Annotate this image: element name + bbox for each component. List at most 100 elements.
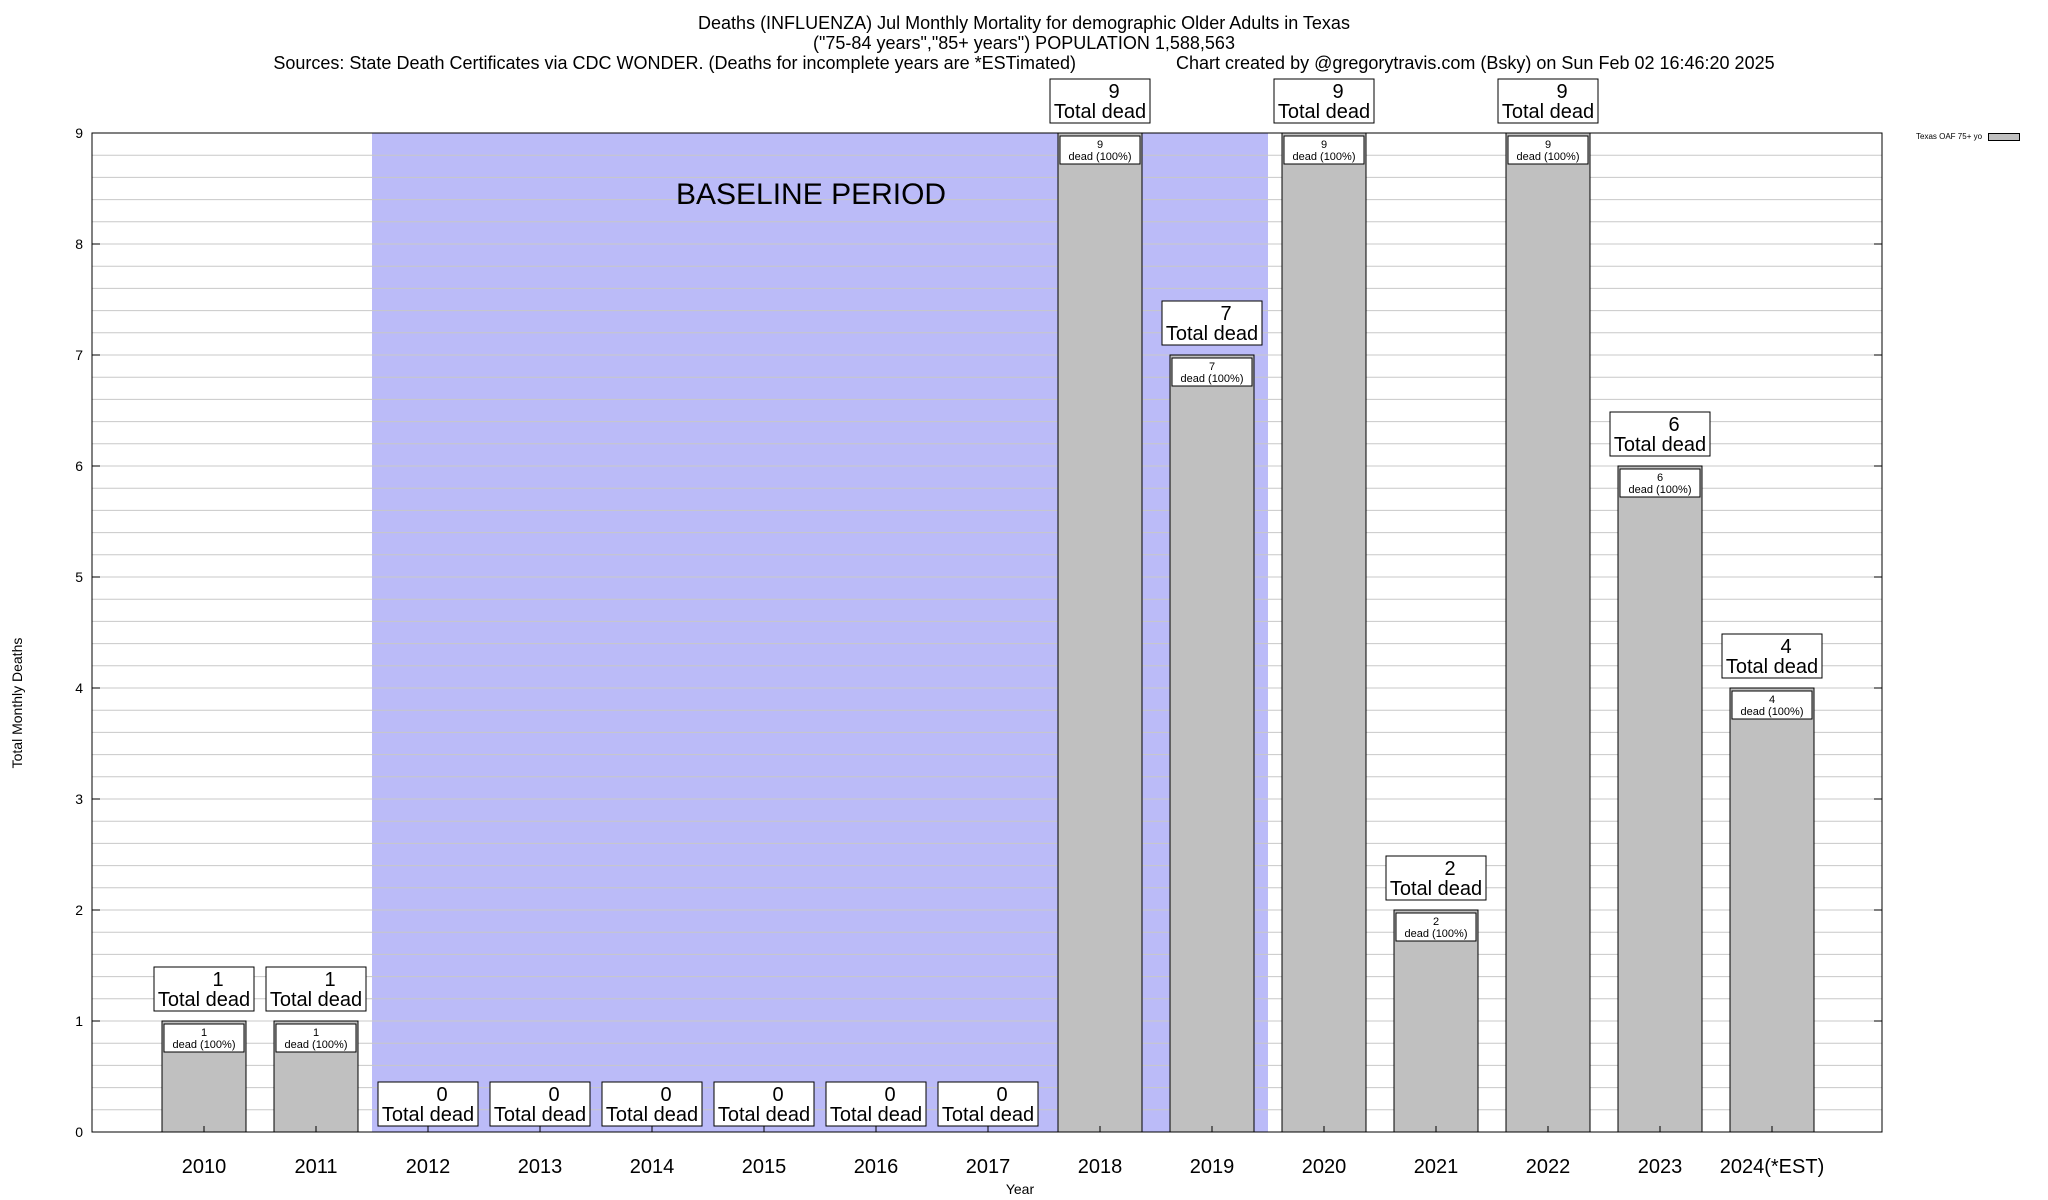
bar-total-suffix: Total dead: [830, 1104, 922, 1126]
y-tick-label: 9: [75, 125, 83, 141]
x-tick-label: 2019: [1190, 1156, 1235, 1178]
y-tick-label: 3: [75, 791, 83, 807]
bar-total-suffix: Total dead: [942, 1104, 1034, 1126]
x-tick-label: 2018: [1078, 1156, 1123, 1178]
chart-sources: Sources: State Death Certificates via CD…: [273, 53, 1076, 73]
bar-total-value: 9: [1332, 81, 1343, 103]
bar-total-suffix: Total dead: [718, 1104, 810, 1126]
bar-total-suffix: Total dead: [1166, 323, 1258, 345]
bar-inner-value: 2: [1433, 916, 1439, 928]
legend-swatch: [1988, 132, 2021, 141]
bar-inner-suffix: dead (100%): [173, 1039, 236, 1051]
bar-total-label-box: [713, 1081, 815, 1127]
bar-total-label-box: [1721, 633, 1823, 679]
bar-inner-suffix: dead (100%): [1741, 706, 1804, 718]
bar-total-value: 0: [436, 1084, 447, 1106]
bar-inner-label-box: [1395, 912, 1477, 942]
bar-total-suffix: Total dead: [1726, 656, 1818, 678]
x-tick-label: 2017: [966, 1156, 1011, 1178]
x-axis-label: Year: [1005, 1181, 1035, 1197]
x-tick-label: 2024(*EST): [1720, 1156, 1825, 1178]
x-tick-label: 2016: [854, 1156, 899, 1178]
bar-total-suffix: Total dead: [1614, 434, 1706, 456]
bar-total-label-box: [1385, 855, 1487, 901]
bar-total-value: 0: [548, 1084, 559, 1106]
baseline-period-label: BASELINE PERIOD: [676, 178, 947, 211]
bar-inner-value: 1: [201, 1027, 207, 1039]
bar-total-value: 2: [1444, 858, 1455, 880]
legend-entry-label: Texas OAF 75+ yo: [1916, 132, 1983, 141]
bar-inner-suffix: dead (100%): [1181, 373, 1244, 385]
bar-total-label-box: [1161, 300, 1263, 346]
chart-credit: Chart created by @gregorytravis.com (Bsk…: [1176, 53, 1775, 73]
y-tick-label: 7: [75, 347, 83, 363]
bar-total-suffix: Total dead: [606, 1104, 698, 1126]
bar-total-value: 7: [1220, 303, 1231, 325]
plot-frame: [91, 132, 1883, 1133]
legend: Texas OAF 75+ yo: [1916, 132, 2021, 141]
x-tick-label: 2021: [1414, 1156, 1459, 1178]
bar-inner-label-box: [163, 1023, 245, 1053]
bar-inner-suffix: dead (100%): [1293, 151, 1356, 163]
y-tick-label: 8: [75, 236, 83, 252]
x-tick-label: 2013: [518, 1156, 563, 1178]
bar-inner-value: 9: [1545, 139, 1551, 151]
x-tick-label: 2015: [742, 1156, 787, 1178]
x-tick-label: 2023: [1638, 1156, 1683, 1178]
bar-inner-label-box: [1507, 135, 1589, 165]
bar-total-label-box: [601, 1081, 703, 1127]
bar: [1505, 132, 1591, 1133]
bar-inner-value: 9: [1097, 139, 1103, 151]
bar-total-suffix: Total dead: [1278, 101, 1370, 123]
bar-inner-label-box: [1619, 468, 1701, 498]
bar-total-suffix: Total dead: [382, 1104, 474, 1126]
y-tick-label: 5: [75, 569, 83, 585]
bar-total-suffix: Total dead: [158, 989, 250, 1011]
bar: [1617, 465, 1703, 1133]
y-axis-label: Total Monthly Deaths: [9, 637, 25, 769]
bar-total-value: 1: [324, 969, 335, 991]
bar-inner-label-box: [275, 1023, 357, 1053]
y-tick-label: 2: [75, 902, 83, 918]
bar-total-value: 6: [1668, 414, 1679, 436]
bar-total-value: 0: [772, 1084, 783, 1106]
bar-inner-suffix: dead (100%): [1629, 484, 1692, 496]
bar-total-value: 9: [1108, 81, 1119, 103]
bar-total-value: 0: [996, 1084, 1007, 1106]
x-tick-label: 2020: [1302, 1156, 1347, 1178]
bar: [1169, 354, 1255, 1133]
bar-total-label-box: [265, 966, 367, 1012]
bar: [1057, 132, 1143, 1133]
x-tick-label: 2011: [294, 1156, 337, 1178]
chart-subtitle: ("75-84 years","85+ years") POPULATION 1…: [813, 33, 1235, 53]
bar-inner-label-box: [1731, 690, 1813, 720]
bar-inner-value: 6: [1657, 472, 1663, 484]
bar: [1729, 687, 1815, 1133]
chart-sources-credit: Sources: State Death Certificates via CD…: [0, 53, 2048, 73]
bar: [1281, 132, 1367, 1133]
bar-total-label-box: [153, 966, 255, 1012]
bar-inner-label-box: [1171, 357, 1253, 387]
bar-total-label-box: [489, 1081, 591, 1127]
bar-total-suffix: Total dead: [1502, 101, 1594, 123]
